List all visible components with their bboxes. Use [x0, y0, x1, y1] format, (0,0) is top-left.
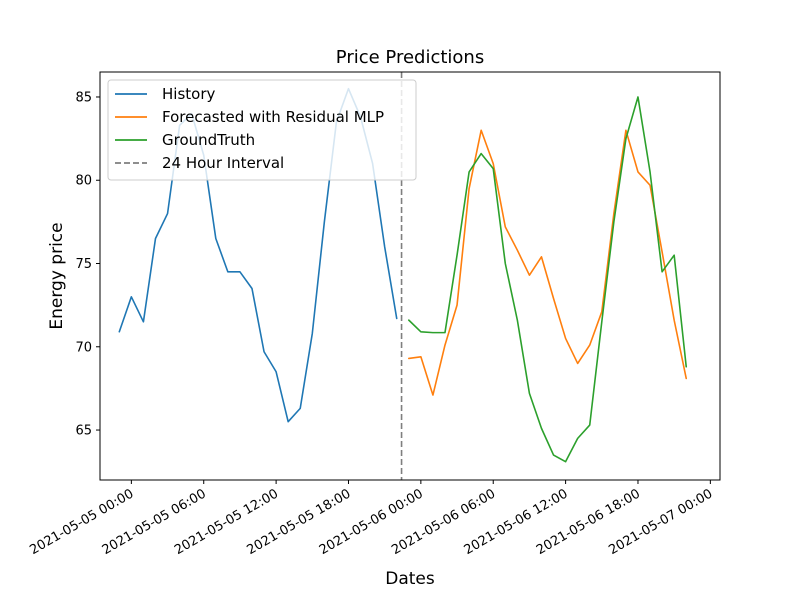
legend-label: Forecasted with Residual MLP [162, 108, 384, 126]
legend: History Forecasted with Residual MLP Groun… [107, 79, 417, 181]
y-tick-label: 70 [75, 340, 92, 355]
legend-label: GroundTruth [162, 131, 255, 149]
y-tick-label: 85 [75, 90, 92, 105]
x-axis-title: Dates [385, 569, 435, 589]
legend-label: 24 Hour Interval [162, 154, 284, 172]
chart-title: Price Predictions [336, 47, 484, 68]
legend-box [107, 79, 417, 181]
y-tick-label: 75 [75, 257, 92, 272]
y-tick-label: 80 [75, 174, 92, 189]
axes-frame [99, 71, 721, 481]
series-line-forecasted-with-residual-mlp [407, 129, 688, 396]
legend-label: History [162, 85, 215, 103]
series-line-groundtruth [407, 96, 688, 463]
y-axis-title: Energy price [47, 222, 67, 329]
y-tick-label: 65 [75, 424, 92, 439]
